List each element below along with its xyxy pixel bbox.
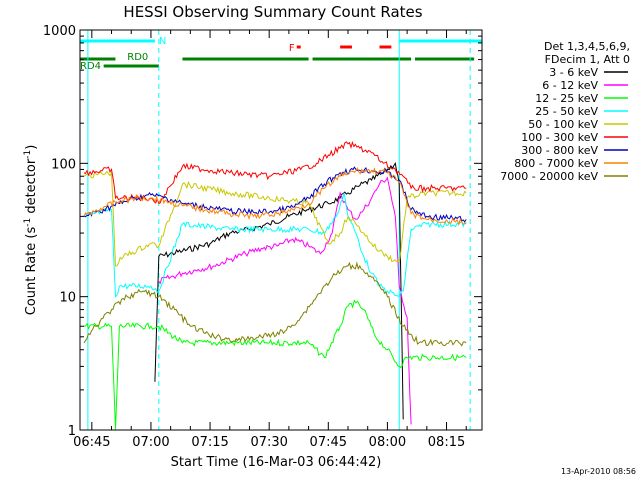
legend-label: 100 - 300 keV <box>521 131 598 144</box>
flag-bars: N RD0 RD4 F <box>80 36 482 72</box>
flag-label: F <box>289 43 295 54</box>
legend-label: 3 - 6 keV <box>549 66 598 79</box>
flag-label: RD4 <box>80 61 101 72</box>
plot-frame <box>79 29 483 431</box>
legend-header-1: Det 1,3,4,5,6,9, <box>544 40 630 53</box>
legend-label: 7000 - 20000 keV <box>500 170 598 183</box>
legend-label: 12 - 25 keV <box>535 92 598 105</box>
x-axis-label: Start Time (16-Mar-03 06:44:42) <box>171 455 382 470</box>
y-tick-label: 100 <box>51 157 76 172</box>
series-line <box>83 166 467 223</box>
y-axis-ticks: 1 10 100 1000 <box>43 24 482 439</box>
series-line <box>158 176 412 425</box>
x-tick-label: 06:45 <box>73 435 110 450</box>
series-line <box>83 170 467 267</box>
x-tick-label: 07:30 <box>250 435 287 450</box>
x-axis-ticks: 06:45 07:00 07:15 07:30 07:45 08:00 08:15 <box>73 30 467 450</box>
x-tick-label: 07:45 <box>310 435 347 450</box>
flag-label: RD0 <box>127 52 148 63</box>
series-line <box>83 167 467 227</box>
chart-title: HESSI Observing Summary Count Rates <box>123 3 422 21</box>
flag-label: N <box>159 36 166 47</box>
x-tick-label: 07:15 <box>191 435 228 450</box>
series-line <box>154 161 404 420</box>
legend-label: 800 - 7000 keV <box>514 157 598 170</box>
timestamp: 13-Apr-2010 08:56 <box>561 467 636 476</box>
legend-label: 300 - 800 keV <box>521 144 598 157</box>
series-line <box>83 299 467 431</box>
legend: Det 1,3,4,5,6,9, FDecim 1, Att 0 3 - 6 k… <box>500 40 630 183</box>
series-lines <box>83 140 467 431</box>
series-line <box>83 261 467 347</box>
legend-label: 50 - 100 keV <box>528 118 598 131</box>
y-tick-label: 1 <box>68 424 76 439</box>
legend-label: 25 - 50 keV <box>535 105 598 118</box>
legend-header-2: FDecim 1, Att 0 <box>545 53 630 66</box>
series-line <box>83 192 467 298</box>
y-axis-label: Count Rate (s-1 detector-1) <box>23 145 39 316</box>
y-tick-label: 1000 <box>43 24 76 39</box>
y-tick-label: 10 <box>59 291 76 306</box>
series-line <box>83 140 467 205</box>
x-tick-label: 08:00 <box>369 435 406 450</box>
x-tick-label: 08:15 <box>428 435 465 450</box>
x-tick-label: 07:00 <box>132 435 169 450</box>
legend-label: 6 - 12 keV <box>542 79 598 92</box>
vertical-markers <box>87 30 471 430</box>
